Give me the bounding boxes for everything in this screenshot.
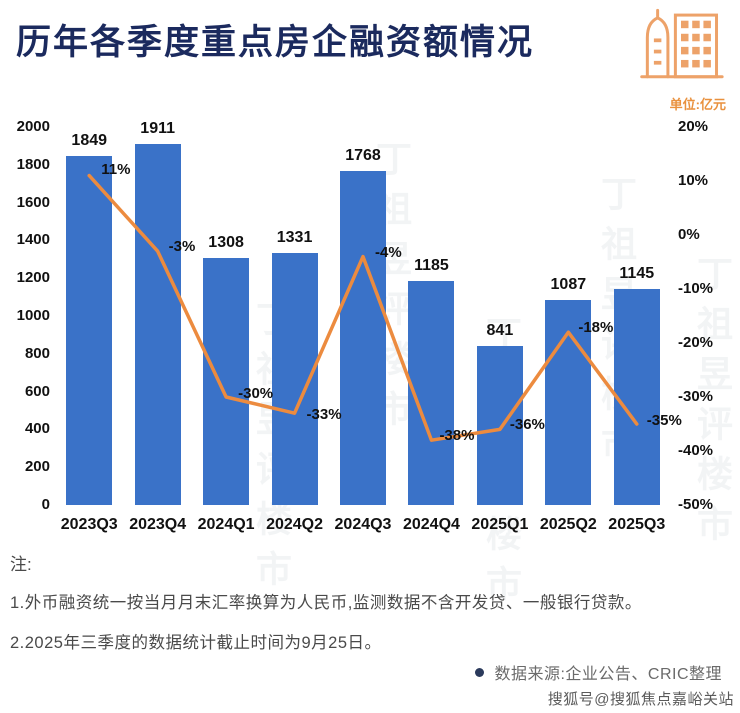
x-axis-label: 2025Q2	[539, 516, 597, 533]
right-axis-tick: -10%	[678, 280, 714, 297]
bar-value-label: 1185	[414, 257, 449, 275]
buildings-icon	[640, 8, 724, 79]
left-axis-tick: 400	[24, 420, 50, 438]
combo-chart: 丁祖昱评楼市丁祖昱评楼市丁祖昱评楼市丁祖昱评楼市丁祖昱评楼市丁祖昱评楼市 200…	[16, 118, 733, 615]
left-axis-tick: 1800	[16, 155, 50, 173]
bullet-icon	[475, 667, 485, 677]
left-axis-tick: 1400	[16, 231, 50, 249]
bar-value-label: 841	[486, 322, 514, 340]
bar-value-label: 1087	[550, 275, 587, 293]
right-axis-tick: -30%	[678, 388, 714, 405]
data-source: 数据来源:企业公告、CRIC整理	[475, 660, 722, 684]
x-axis-label: 2025Q3	[608, 516, 666, 533]
axis-unit-label: 单位:亿元	[669, 97, 726, 112]
line-point-label: -3%	[168, 238, 196, 256]
x-axis-label: 2024Q2	[266, 516, 324, 533]
x-axis-label: 2024Q4	[402, 516, 460, 533]
bar-value-label: 1308	[208, 233, 244, 251]
bar-value-label: 1911	[140, 119, 176, 137]
x-axis-label: 2023Q4	[129, 516, 187, 533]
notes: 注: 1.外币融资统一按当月月末汇率换算为人民币,监测数据不含开发贷、一般银行贷…	[10, 550, 734, 669]
left-axis-tick: 600	[24, 382, 50, 400]
bar-2025Q3	[613, 288, 660, 505]
line-point-label: 11%	[101, 160, 131, 178]
x-axis-label: 2024Q1	[197, 516, 255, 533]
line-point-label: -36%	[509, 416, 545, 434]
left-axis-tick: 2000	[16, 118, 50, 135]
sohu-watermark: 搜狐号@搜狐焦点嘉峪关站	[543, 686, 738, 711]
right-axis-tick: -50%	[678, 496, 714, 513]
bar-2025Q1	[476, 346, 523, 505]
right-axis-tick: -40%	[678, 442, 714, 459]
left-axis-tick: 800	[24, 344, 50, 362]
bar-value-label: 1849	[71, 131, 108, 149]
left-axis-tick: 1200	[16, 269, 50, 287]
right-axis-tick: 10%	[678, 172, 709, 189]
bar-2024Q3	[340, 170, 386, 505]
source-text: 数据来源:企业公告、CRIC整理	[494, 666, 722, 683]
bar-value-label: 1145	[619, 264, 655, 282]
right-axis-tick: 0%	[678, 226, 700, 243]
left-axis-tick: 1600	[16, 193, 50, 211]
note-line-1: 1.外币融资统一按当月月末汇率换算为人民币,监测数据不含开发贷、一般银行贷款。	[10, 594, 642, 612]
bar-2023Q4	[134, 143, 181, 505]
left-axis-tick: 200	[24, 458, 50, 476]
page-title: 历年各季度重点房企融资额情况	[16, 23, 535, 62]
right-axis-tick: -20%	[678, 334, 714, 351]
bar-value-label: 1331	[276, 229, 313, 247]
bar-2024Q1	[203, 257, 250, 505]
line-point-label: -35%	[646, 412, 682, 429]
bar-2024Q4	[408, 281, 455, 505]
right-axis-tick: 20%	[678, 118, 709, 135]
line-point-label: -33%	[306, 406, 342, 424]
bar-2023Q3	[66, 155, 113, 505]
x-axis-label: 2023Q3	[60, 516, 118, 533]
note-line-2: 2.2025年三季度的数据统计截止时间为9月25日。	[10, 634, 382, 652]
growth-line	[87, 173, 639, 442]
bar-value-label: 1768	[345, 146, 381, 164]
line-point-label: -18%	[578, 319, 614, 337]
line-point-label: -38%	[439, 427, 475, 445]
line-point-label: -4%	[375, 243, 402, 261]
left-axis-tick: 1000	[16, 307, 50, 324]
line-point-label: -30%	[238, 385, 274, 402]
x-axis-label: 2025Q1	[471, 516, 529, 533]
x-axis-label: 2024Q3	[334, 516, 392, 533]
notes-label: 注:	[10, 555, 32, 574]
left-axis-tick: 0	[41, 496, 50, 513]
